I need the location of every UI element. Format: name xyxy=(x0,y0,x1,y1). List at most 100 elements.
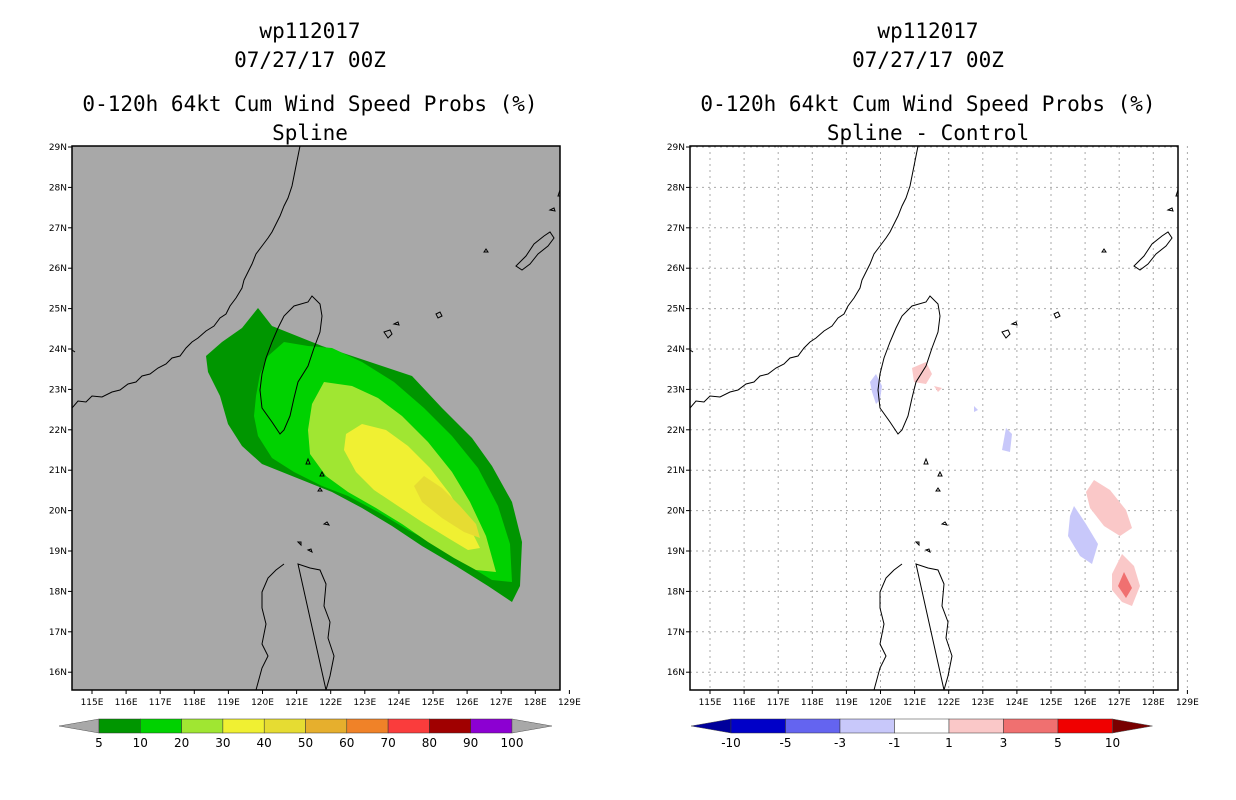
diff-pos-cluster-3 xyxy=(1086,480,1132,536)
left-lon-label: 117E xyxy=(149,698,172,708)
right-lat-label: 25N xyxy=(667,305,685,315)
left-lon-label: 122E xyxy=(319,698,342,708)
left-lon-label: 126E xyxy=(456,698,479,708)
left-colorbar-label: 20 xyxy=(174,736,189,750)
right-colorbar-label: -1 xyxy=(889,736,901,750)
left-lat-label: 25N xyxy=(49,305,67,315)
left-subtitle: Spline xyxy=(272,121,348,145)
right-difference-contours xyxy=(690,146,1178,690)
left-lat-label: 20N xyxy=(49,507,67,517)
left-axis-ticks: 29N 28N 27N 26N 25N 24N 23N 22N 21N 20N 19N 18N 17N 1… xyxy=(49,143,581,708)
right-lon-label: 126E xyxy=(1074,698,1097,708)
left-colorbar: 5 10 20 30 40 50 60 70 80 90 100 xyxy=(58,718,553,750)
right-map-panel: 29N 28N 27N 26N 25N 24N 23N 22N 21N 20N 19N 18N 17N 1… xyxy=(667,143,1199,708)
left-colorbar-label: 90 xyxy=(463,736,478,750)
left-lat-label: 26N xyxy=(49,264,67,274)
right-lon-label: 123E xyxy=(971,698,994,708)
right-lat-label: 19N xyxy=(667,547,685,557)
right-lon-label: 120E xyxy=(869,698,892,708)
right-lat-label: 16N xyxy=(667,668,685,678)
contour-40-50 xyxy=(414,476,480,538)
left-colorbar-label: 80 xyxy=(422,736,437,750)
left-lon-label: 124E xyxy=(387,698,410,708)
right-colorbar-label: -10 xyxy=(721,736,741,750)
right-lat-label: 20N xyxy=(667,507,685,517)
right-colorbar-swatch xyxy=(894,718,950,734)
left-lon-label: 118E xyxy=(183,698,206,708)
right-lon-label: 125E xyxy=(1040,698,1063,708)
right-colorbar-swatch xyxy=(1003,718,1059,734)
diff-neg-cluster-2 xyxy=(974,406,978,412)
left-colorbar-label: 100 xyxy=(501,736,524,750)
left-colorbar-swatch xyxy=(387,718,430,734)
right-lat-label: 18N xyxy=(667,587,685,597)
diff-neg-cluster-3 xyxy=(1002,428,1012,452)
diff-pos-cluster-4-core xyxy=(1118,572,1132,598)
left-storm-id: wp112017 xyxy=(259,19,361,43)
left-colorbar-swatch xyxy=(222,718,265,734)
right-lon-label: 124E xyxy=(1005,698,1028,708)
right-subtitle: Spline - Control xyxy=(826,121,1030,145)
right-lon-label: 129E xyxy=(1176,698,1199,708)
right-lat-label: 27N xyxy=(667,224,685,234)
left-lat-label: 18N xyxy=(49,587,67,597)
right-lat-label: 29N xyxy=(667,143,685,153)
left-lon-label: 125E xyxy=(422,698,445,708)
right-lat-label: 24N xyxy=(667,345,685,355)
right-grid xyxy=(690,146,1188,690)
right-title-block: wp112017 07/27/17 00Z 0-120h 64kt Cum Wi… xyxy=(678,17,1178,148)
diff-pos-cluster-2 xyxy=(934,386,942,392)
right-colorbar-label: -3 xyxy=(834,736,846,750)
right-lat-label: 28N xyxy=(667,183,685,193)
left-colorbar-label: 10 xyxy=(133,736,148,750)
right-colorbar-label: -5 xyxy=(780,736,792,750)
left-lon-label: 123E xyxy=(353,698,376,708)
left-lat-label: 16N xyxy=(49,668,67,678)
right-lat-label: 22N xyxy=(667,426,685,436)
left-lon-label: 116E xyxy=(115,698,138,708)
right-lat-label: 17N xyxy=(667,628,685,638)
left-lat-label: 17N xyxy=(49,628,67,638)
left-colorbar-swatch xyxy=(429,718,471,734)
left-lon-label: 128E xyxy=(524,698,547,708)
right-colorbar-swatch xyxy=(785,718,841,734)
left-colorbar-swatch xyxy=(346,718,389,734)
left-colorbar-label: 40 xyxy=(257,736,272,750)
left-lat-label: 19N xyxy=(49,547,67,557)
diff-neg-cluster-4 xyxy=(1068,506,1098,564)
left-lon-label: 115E xyxy=(81,698,104,708)
left-lat-label: 28N xyxy=(49,183,67,193)
right-colorbar-label: 1 xyxy=(945,736,953,750)
right-datetime: 07/27/17 00Z xyxy=(852,48,1004,72)
right-lon-label: 117E xyxy=(767,698,790,708)
left-colorbar-swatch xyxy=(305,718,348,734)
right-colorbar-swatch xyxy=(730,718,786,734)
left-map-border xyxy=(71,145,561,691)
right-lon-label: 119E xyxy=(835,698,858,708)
left-title-block: wp112017 07/27/17 00Z 0-120h 64kt Cum Wi… xyxy=(60,17,560,148)
left-colorbar-label: 30 xyxy=(215,736,230,750)
left-lat-label: 22N xyxy=(49,426,67,436)
right-lat-label: 23N xyxy=(667,385,685,395)
right-colorbar-swatch xyxy=(948,718,1004,734)
left-colorbar-label: 50 xyxy=(298,736,313,750)
right-colorbar-high-end xyxy=(1112,718,1153,734)
left-colorbar-swatch xyxy=(470,718,513,734)
left-colorbar-low-end xyxy=(58,718,100,734)
left-lon-label: 120E xyxy=(251,698,274,708)
right-lon-label: 115E xyxy=(699,698,722,708)
left-lon-label: 127E xyxy=(490,698,513,708)
left-colorbar-high-end xyxy=(511,718,553,734)
left-lon-label: 121E xyxy=(285,698,308,708)
right-colorbar-swatch xyxy=(839,718,895,734)
right-axis-ticks: 29N 28N 27N 26N 25N 24N 23N 22N 21N 20N 19N 18N 17N 1… xyxy=(667,143,1199,708)
right-colorbar-label: 3 xyxy=(1000,736,1008,750)
right-lon-label: 122E xyxy=(937,698,960,708)
right-product-title: 0-120h 64kt Cum Wind Speed Probs (%) xyxy=(700,92,1156,116)
right-map-background xyxy=(690,146,1178,690)
right-lon-label: 118E xyxy=(801,698,824,708)
right-colorbar: -10 -5 -3 -1 1 3 5 10 xyxy=(690,718,1153,750)
left-colorbar-swatch xyxy=(98,718,141,734)
right-lat-label: 26N xyxy=(667,264,685,274)
